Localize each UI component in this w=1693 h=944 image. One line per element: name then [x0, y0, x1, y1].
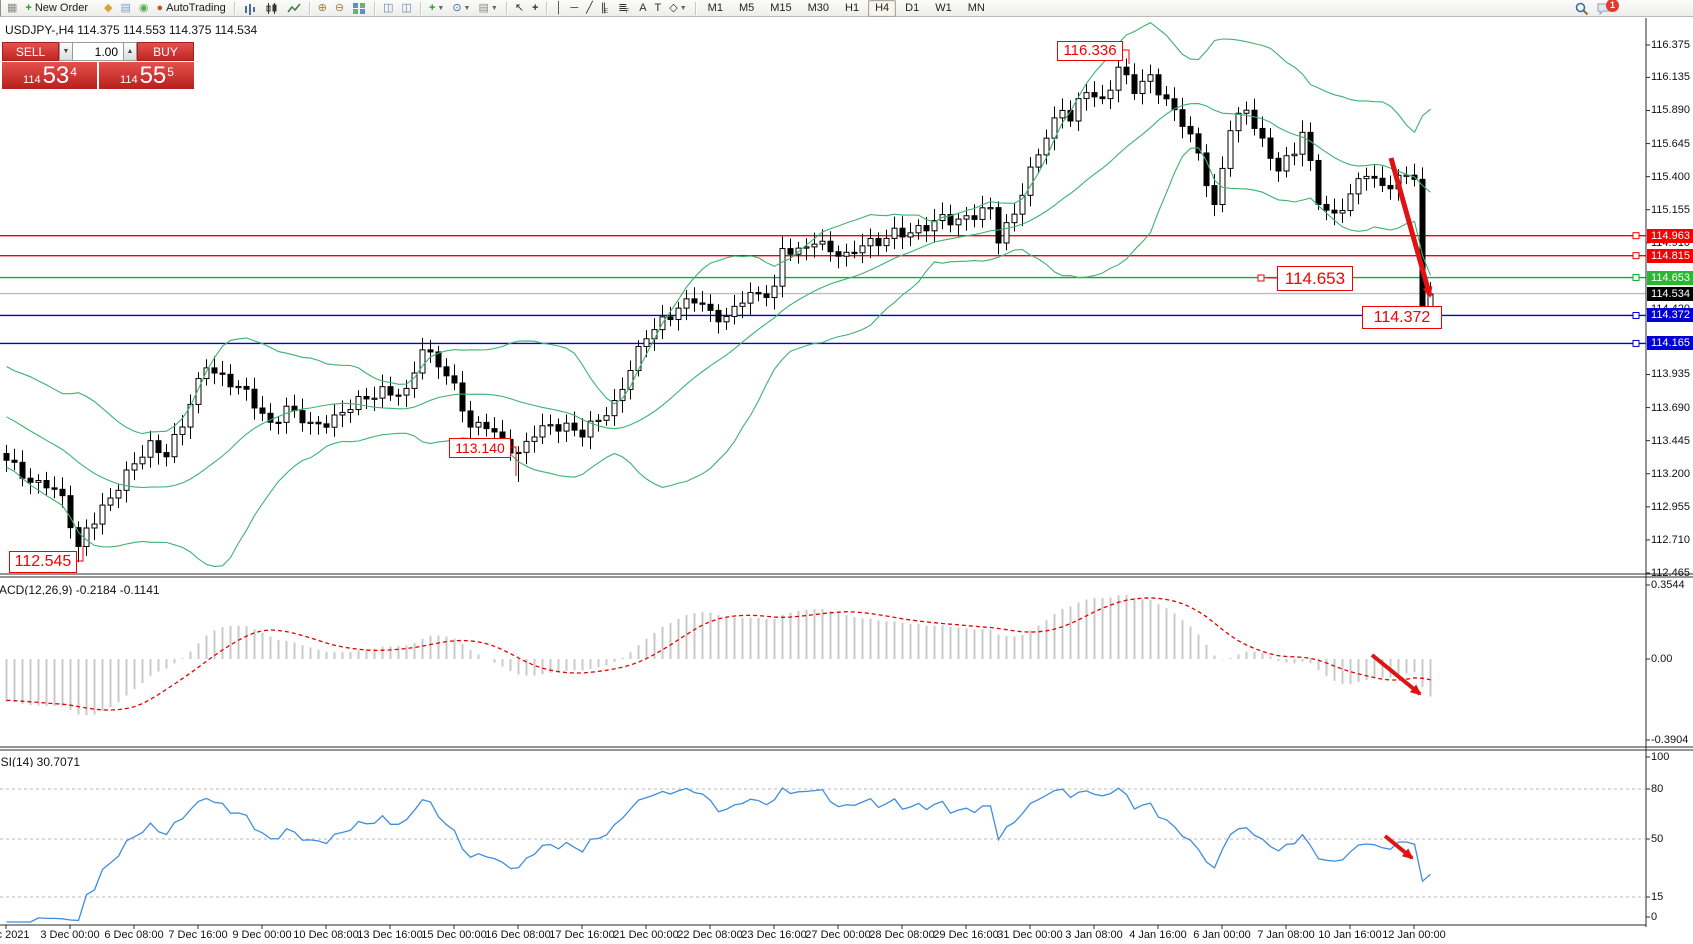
cursor-icon: ↖ [514, 1, 525, 14]
toolbar-separator [546, 1, 548, 15]
indicators-button[interactable]: + ▼ [428, 1, 445, 14]
toolbar-separator [505, 1, 507, 15]
arrange-windows-icon: ◫ [401, 1, 412, 14]
sell-price-display[interactable]: 114 53 4 [2, 62, 97, 89]
buy-button[interactable]: BUY [137, 42, 194, 61]
equidistant-channel-icon: ∥ [600, 1, 607, 14]
text-label-icon[interactable]: T [652, 1, 665, 16]
widgets-icon: ◆ [104, 1, 113, 14]
arrows-tool-icon: ◇ [669, 1, 678, 14]
tile-windows-icon[interactable] [349, 1, 369, 16]
price-annotation[interactable]: 114.653 [1277, 266, 1353, 291]
templates-button[interactable]: ▤ ▼ [478, 1, 498, 14]
cascade-windows-icon[interactable]: ◫ [380, 1, 396, 16]
timeframe-m15[interactable]: M15 [770, 1, 792, 14]
zoom-out-icon[interactable]: ⊖ [332, 1, 347, 16]
price-annotation[interactable]: 116.336 [1057, 41, 1123, 61]
timeframe-w1[interactable]: W1 [935, 1, 952, 14]
publish-chart-icon: ▤ [120, 1, 131, 14]
cascade-windows-icon: ◫ [383, 1, 394, 14]
timeframe-m30[interactable]: M30 [807, 1, 830, 14]
timeframe-m1[interactable]: M1 [707, 1, 723, 14]
volume-input[interactable] [73, 42, 123, 61]
cursor-icon[interactable]: ↖ [512, 1, 527, 16]
autotrading-button: ● [156, 1, 164, 14]
price-annotation[interactable]: 113.140 [449, 438, 511, 458]
horizontal-line-icon: ─ [570, 1, 579, 14]
volume-decrease-button[interactable]: ▼ [59, 42, 73, 61]
timeframe-h1[interactable]: H1 [845, 1, 860, 14]
chart-window-icon[interactable]: ▦ [4, 1, 20, 16]
fibonacci-icon: ≣ [618, 1, 628, 14]
search-icon[interactable] [1572, 1, 1592, 16]
toolbar: ▦ + New Order ◆ ▤ ◉ ● AutoTrading ⊕ ⊖ ◫ ◫ + ▼ ⊙ ▼ ▤ ▼ ↖ + │ ─… [0, 0, 1693, 17]
timeframe-m5[interactable]: M5 [738, 1, 755, 14]
arrange-windows-icon[interactable]: ◫ [399, 1, 415, 16]
periods-button[interactable]: ⊙ ▼ [452, 1, 471, 14]
publish-chart-icon[interactable]: ▤ [118, 1, 134, 16]
crosshair-icon: + [532, 1, 539, 14]
trendline-icon: ╱ [586, 1, 593, 14]
bar-chart-icon[interactable] [240, 1, 260, 16]
crosshair-icon[interactable]: + [529, 1, 541, 16]
buy-price-figure: 114 [120, 74, 138, 86]
signals-icon[interactable]: ◉ [136, 1, 152, 16]
zoom-out-icon: ⊖ [334, 1, 345, 14]
indicators-button: + [428, 1, 436, 14]
chart-window-icon: ▦ [7, 1, 18, 14]
notification-badge: 1 [1606, 0, 1619, 12]
line-chart-icon[interactable] [284, 1, 304, 16]
zoom-in-icon[interactable]: ⊕ [315, 1, 330, 16]
periods-button: ⊙ [452, 1, 462, 14]
text-icon[interactable]: A [636, 1, 649, 16]
sell-price-point: 4 [70, 65, 77, 79]
templates-button: ▤ [478, 1, 489, 14]
arrows-tool-icon[interactable]: ◇ ▼ [669, 1, 687, 14]
vertical-line-icon: │ [555, 1, 563, 14]
toolbar-separator [419, 1, 421, 15]
one-click-trading-panel: SELL ▼ ▲ BUY 114 53 4 114 55 5 [2, 42, 194, 89]
toolbar-separator [694, 1, 696, 15]
horizontal-line-icon[interactable]: ─ [567, 1, 581, 16]
trendline-icon[interactable]: ╱ [583, 1, 596, 16]
new-order-button[interactable]: + New Order [25, 1, 89, 15]
timeframe-d1[interactable]: D1 [905, 1, 920, 14]
sell-price-pips: 53 [42, 62, 70, 89]
fibonacci-icon[interactable]: ≣ F [618, 1, 630, 16]
zoom-in-icon: ⊕ [317, 1, 327, 14]
buy-price-pips: 55 [139, 62, 167, 89]
sell-price-figure: 114 [23, 74, 41, 86]
text-label-icon: T [654, 1, 662, 14]
buy-price-point: 5 [167, 65, 174, 79]
price-annotation[interactable]: 112.545 [9, 551, 77, 573]
buy-price-display[interactable]: 114 55 5 [99, 62, 194, 89]
signals-icon: ◉ [138, 1, 149, 14]
timeframe-mn[interactable]: MN [967, 1, 985, 14]
volume-increase-button[interactable]: ▲ [123, 42, 137, 61]
price-annotation[interactable]: 114.372 [1362, 306, 1442, 329]
toolbar-separator [233, 1, 235, 15]
candlestick-chart-icon[interactable] [262, 1, 282, 16]
new-order-button: + [25, 1, 32, 14]
timeframe-h4[interactable]: H4 [868, 0, 897, 17]
autotrading-button[interactable]: ● AutoTrading [156, 1, 226, 15]
text-icon: A [639, 1, 647, 14]
toolbar-separator [374, 1, 376, 15]
toolbar-separator [308, 1, 310, 15]
widgets-icon[interactable]: ◆ [101, 1, 115, 16]
vertical-line-icon[interactable]: │ [552, 1, 565, 16]
equidistant-channel-icon[interactable]: ∥ E [600, 1, 609, 16]
notifications-icon[interactable]: 1 [1594, 0, 1619, 16]
sell-button[interactable]: SELL [2, 42, 59, 61]
